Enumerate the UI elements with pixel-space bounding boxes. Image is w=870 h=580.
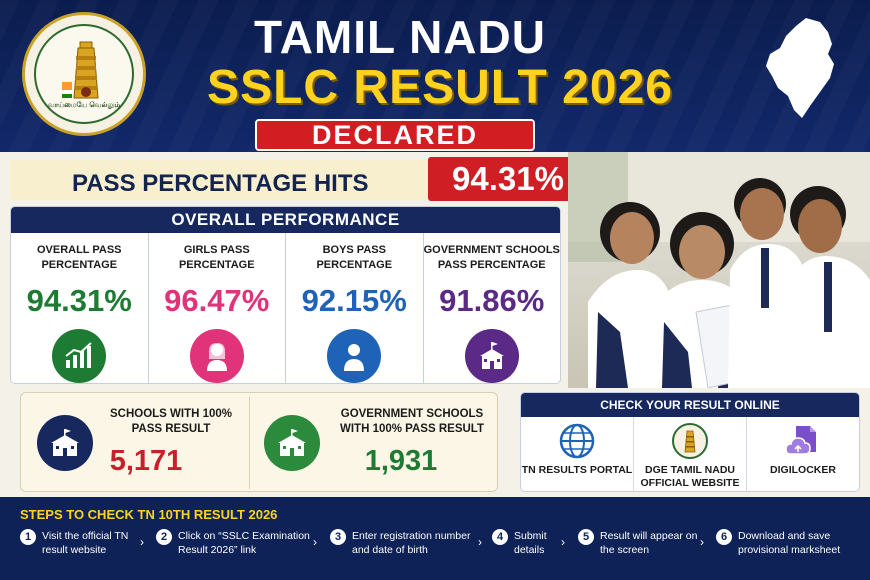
header-banner: வாய்மையே வெல்லும் TAMIL NADU SSLC RESULT… (0, 0, 870, 152)
check-result-online-title: CHECK YOUR RESULT ONLINE (521, 393, 859, 417)
step-number: 2 (156, 529, 172, 545)
step-text: Visit the official TN result website (42, 530, 129, 556)
pass-banner: PASS PERCENTAGE HITS (10, 160, 430, 200)
title-state: TAMIL NADU (254, 11, 546, 63)
divider (249, 397, 250, 489)
stat-label: GOVERNMENT SCHOOLS PASS PERCENTAGE (423, 244, 560, 271)
step-4: 4 Submit details (492, 529, 572, 569)
govt-schools-100-pass-value: 1,931 (364, 445, 438, 477)
step-5: 5 Result will appear on the screen (578, 529, 708, 569)
step-number: 3 (330, 529, 346, 545)
digilocker-link[interactable]: DIGILOCKER (747, 417, 859, 491)
tamil-nadu-emblem: வாய்மையே வெல்லும் (22, 12, 146, 136)
overall-performance-title: OVERALL PERFORMANCE (11, 207, 560, 233)
chevron-right-icon: › (700, 535, 704, 549)
dge-tamil-nadu-website-link[interactable]: DGE TAMIL NADU OFFICIAL WEBSITE (634, 417, 747, 491)
declared-badge: DECLARED (255, 119, 535, 151)
step-2: 2 Click on “SSLC Examination Result 2026… (156, 529, 326, 569)
pass-banner-value: 94.31% (428, 157, 588, 201)
pass-banner-label: PASS PERCENTAGE HITS (72, 170, 369, 197)
stat-label: BOYS PASS PERCENTAGE (316, 244, 393, 271)
growth-chart-icon (52, 329, 107, 383)
step-number: 4 (492, 529, 508, 545)
emblem-icon (672, 423, 708, 459)
stat-boys-pass: BOYS PASS PERCENTAGE 92.15% (286, 233, 424, 383)
check-result-online-card: CHECK YOUR RESULT ONLINE TN RESULTS PORT… (520, 392, 860, 492)
temple-gopuram-icon (62, 41, 99, 99)
option-label: TN RESULTS PORTAL (521, 464, 633, 476)
chevron-right-icon: › (140, 535, 144, 549)
chevron-right-icon: › (478, 535, 482, 549)
step-number: 1 (20, 529, 36, 545)
stat-value: 91.86% (439, 283, 545, 318)
step-text: Enter registration number and date of bi… (352, 530, 471, 556)
option-label: DIGILOCKER (770, 464, 836, 476)
stat-overall-pass: OVERALL PASS PERCENTAGE 94.31% (11, 233, 149, 383)
tn-results-portal-link[interactable]: TN RESULTS PORTAL (521, 417, 634, 491)
govt-schools-100-pass-label: GOVERNMENT SCHOOLS WITH 100% PASS RESULT (340, 408, 484, 435)
stat-girls-pass: GIRLS PASS PERCENTAGE 96.47% (149, 233, 286, 383)
schools-100-pass: SCHOOLS WITH 100% PASS RESULT 5,171 (21, 393, 249, 493)
chevron-right-icon: › (313, 535, 317, 549)
stat-label: OVERALL PASS PERCENTAGE (36, 244, 122, 271)
step-text: Download and save provisional marksheet (738, 530, 841, 556)
school-building-icon (264, 415, 320, 471)
step-6: 6 Download and save provisional markshee… (716, 529, 866, 569)
stat-value: 94.31% (26, 283, 132, 318)
main-panel: PASS PERCENTAGE HITS 94.31% OVERALL PERF… (0, 152, 870, 497)
stat-label: GIRLS PASS PERCENTAGE (178, 244, 255, 271)
students-illustration (568, 152, 870, 388)
title-result: SSLC RESULT 2026 (207, 61, 673, 114)
step-number: 6 (716, 529, 732, 545)
tamil-nadu-map-icon (766, 18, 834, 118)
chevron-right-icon: › (561, 535, 565, 549)
stat-value: 96.47% (164, 283, 270, 318)
step-number: 5 (578, 529, 594, 545)
overall-performance-card: OVERALL PERFORMANCE OVERALL PASS PERCENT… (10, 206, 561, 384)
step-text: Submit details (514, 530, 547, 556)
globe-icon (559, 423, 595, 459)
steps-section: STEPS TO CHECK TN 10TH RESULT 2026 1 Vis… (0, 497, 870, 580)
school-building-icon (37, 415, 93, 471)
step-text: Result will appear on the screen (600, 530, 698, 556)
cloud-document-icon (785, 426, 816, 455)
step-text: Click on “SSLC Examination Result 2026” … (178, 530, 310, 556)
step-3: 3 Enter registration number and date of … (330, 529, 490, 569)
emblem-motto: வாய்மையே வெல்லும் (47, 102, 121, 109)
govt-schools-100-pass: GOVERNMENT SCHOOLS WITH 100% PASS RESULT… (250, 393, 498, 493)
students-photo (568, 152, 870, 388)
boy-icon (327, 329, 382, 383)
stat-govt-schools-pass: GOVERNMENT SCHOOLS PASS PERCENTAGE 91.86… (423, 233, 561, 383)
step-1: 1 Visit the official TN result website (20, 529, 140, 569)
emblem-seal: வாய்மையே வெல்லும் (34, 24, 134, 124)
girl-icon (189, 329, 244, 383)
schools-100-pass-value: 5,171 (109, 445, 183, 477)
option-label: DGE TAMIL NADU OFFICIAL WEBSITE (640, 464, 740, 489)
schools-100-pass-card: SCHOOLS WITH 100% PASS RESULT 5,171 GOVE… (20, 392, 498, 492)
school-building-icon (464, 329, 519, 383)
schools-100-pass-label: SCHOOLS WITH 100% PASS RESULT (109, 408, 233, 435)
stat-value: 92.15% (301, 283, 407, 318)
steps-title: STEPS TO CHECK TN 10TH RESULT 2026 (20, 507, 278, 522)
